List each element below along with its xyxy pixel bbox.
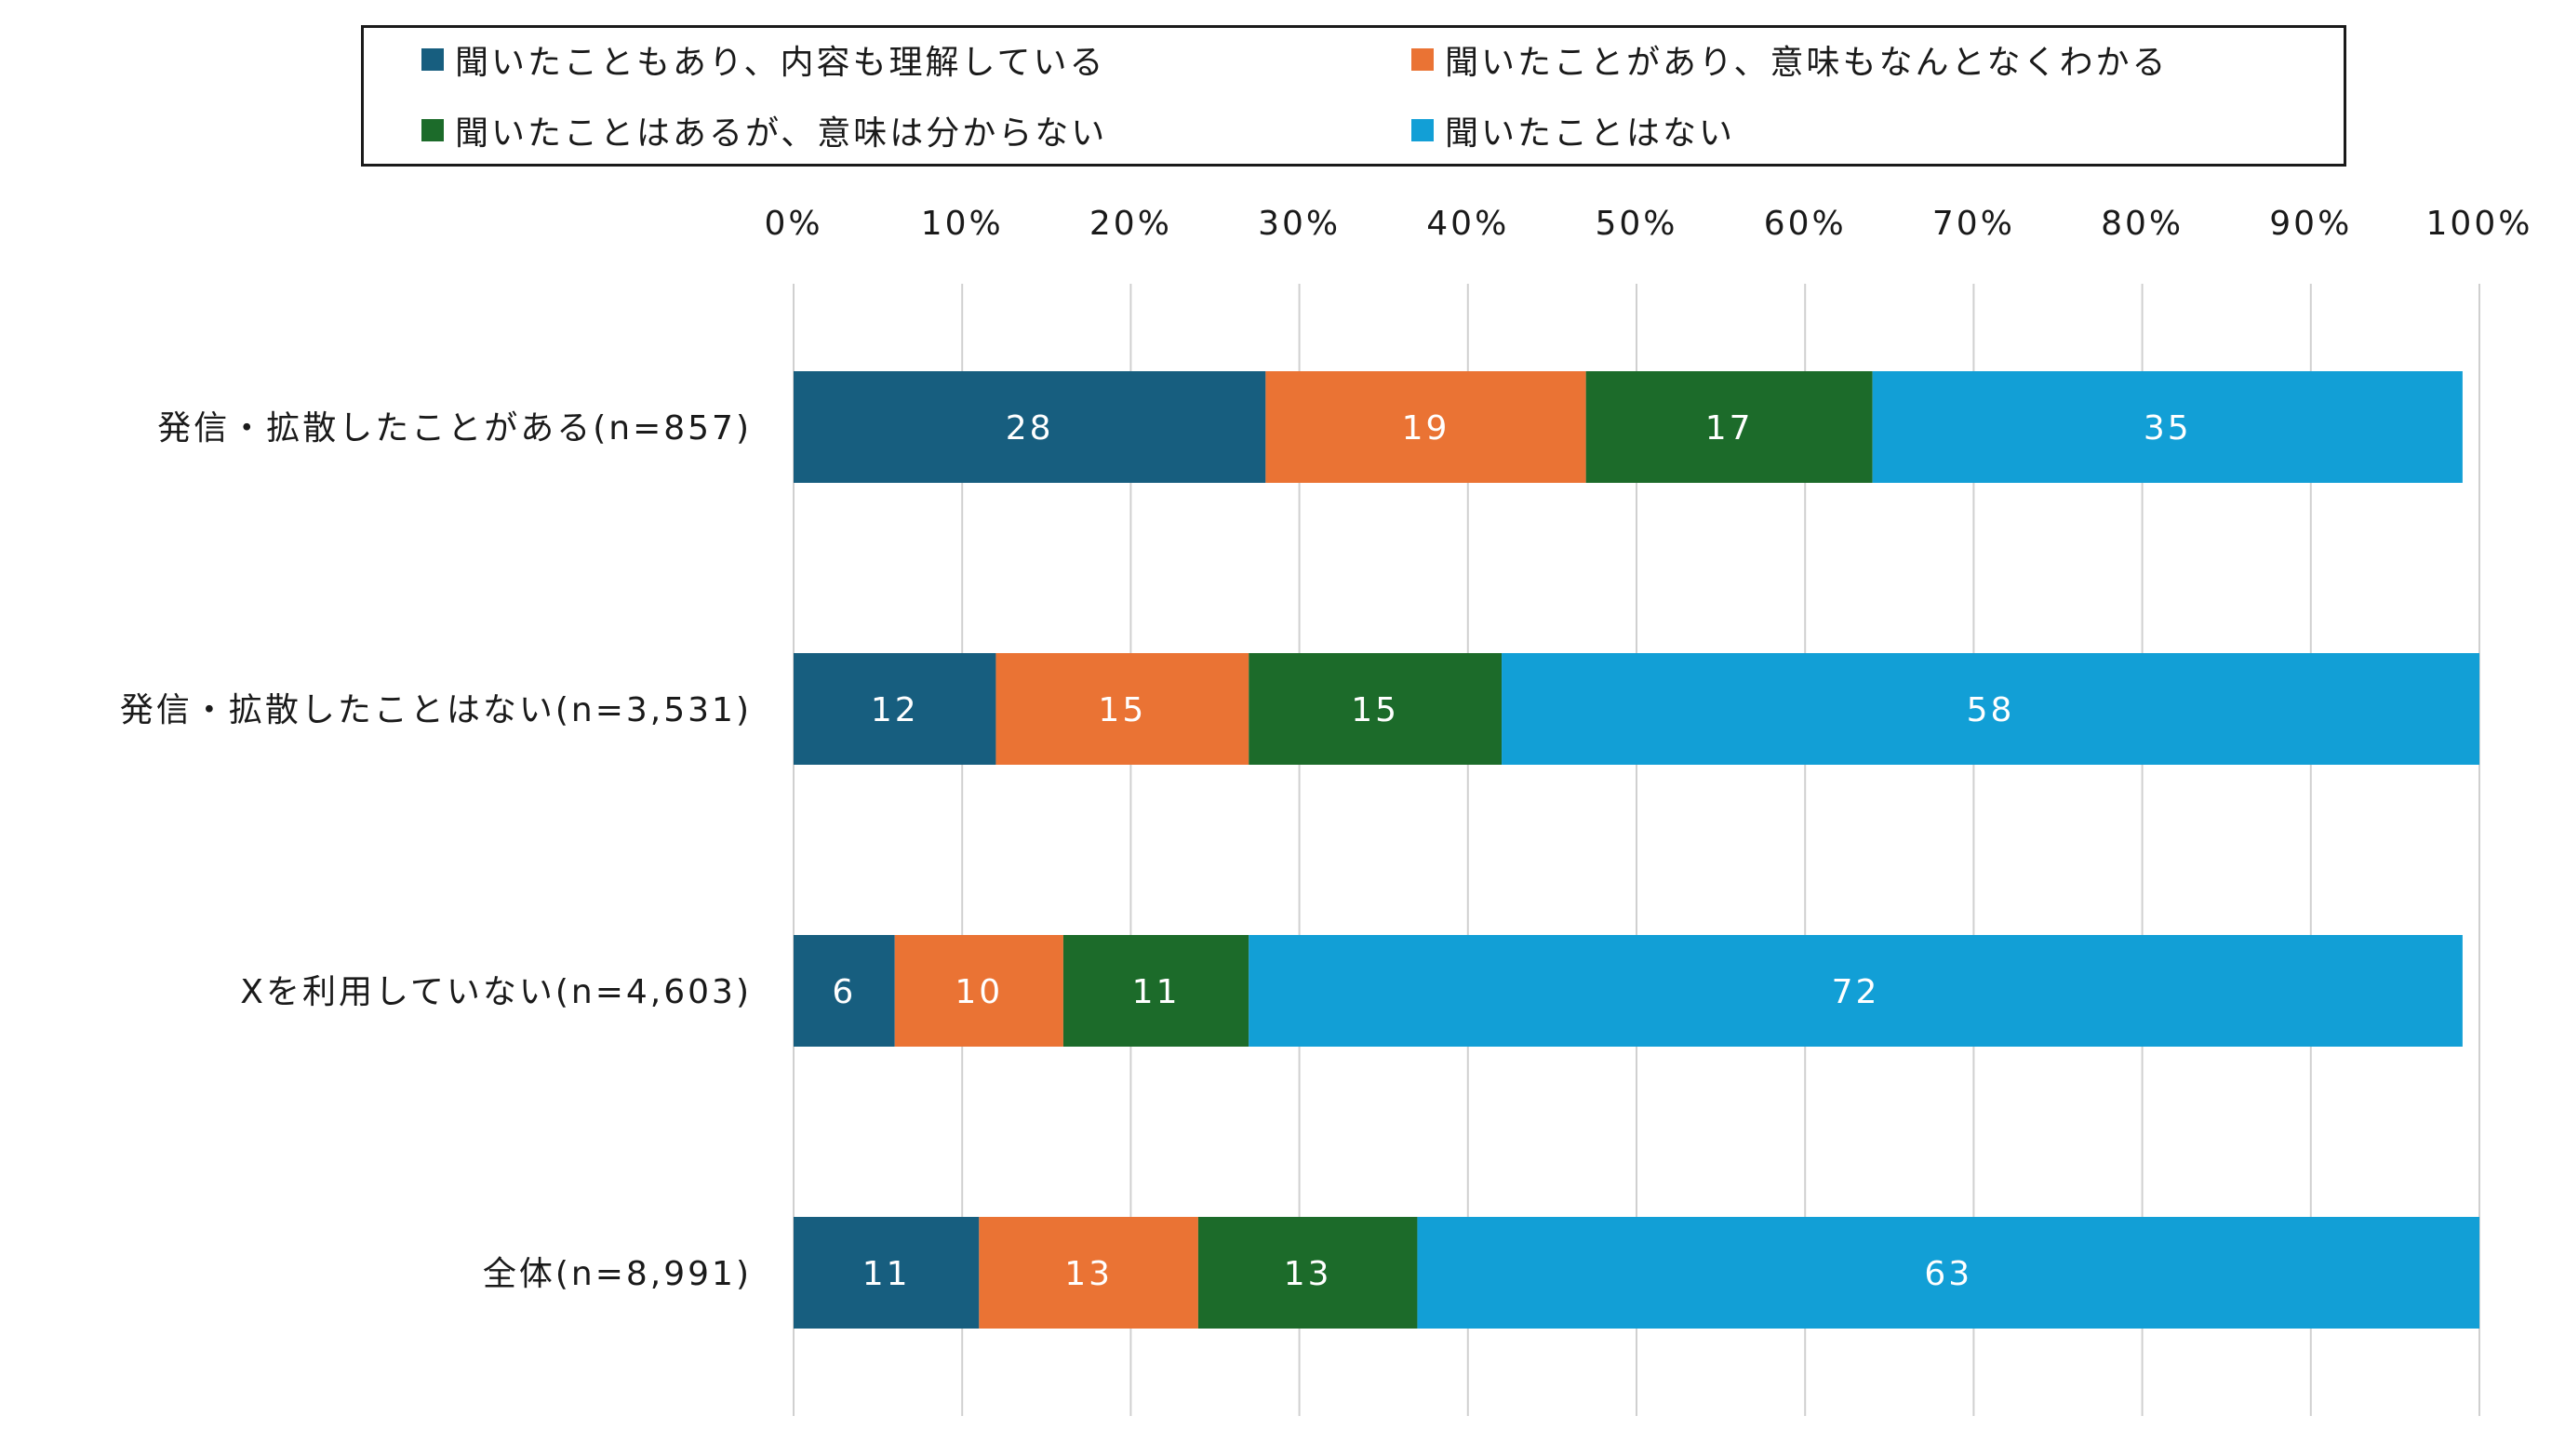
legend-item: 聞いたことはない [1411, 102, 1735, 158]
data-label: 10 [955, 973, 1003, 1011]
bar-segment [1265, 371, 1586, 483]
data-label: 28 [1006, 409, 1054, 447]
data-label: 13 [1064, 1255, 1113, 1293]
data-label: 72 [1832, 973, 1880, 1011]
data-label: 35 [2144, 409, 2192, 447]
x-tick-label: 50% [1595, 205, 1677, 243]
legend-label: 聞いたこともあり、内容も理解している [455, 44, 1106, 82]
data-label: 58 [1967, 691, 2015, 729]
legend-label: 聞いたことはあるが、意味は分からない [455, 114, 1108, 153]
data-label: 15 [1351, 691, 1399, 729]
legend-swatch [421, 48, 444, 71]
data-label: 19 [1402, 409, 1450, 447]
legend-label: 聞いたことがあり、意味もなんとなくわかる [1445, 44, 2169, 82]
legend-item: 聞いたことはあるが、意味は分からない [421, 102, 1107, 158]
bar-segment [1417, 1217, 2479, 1329]
data-label: 15 [1098, 691, 1146, 729]
data-label: 12 [871, 691, 919, 729]
category-label: 発信・拡散したことはない(n=3,531) [120, 691, 752, 729]
data-label: 63 [1924, 1255, 1972, 1293]
bar-segment [1249, 935, 2463, 1047]
bar-segment [1062, 935, 1249, 1047]
legend-item: 聞いたことがあり、意味もなんとなくわかる [1411, 32, 2168, 87]
bar-segment [794, 371, 1266, 483]
legend-swatch [1411, 119, 1434, 141]
x-tick-label: 80% [2101, 205, 2184, 243]
x-tick-label: 60% [1764, 205, 1847, 243]
x-tick-label: 0% [764, 205, 822, 243]
category-label: 全体(n=8,991) [483, 1255, 752, 1293]
bar-segment [1872, 371, 2463, 483]
bar-segment [1585, 371, 1873, 483]
bar-segment [1502, 653, 2479, 765]
data-label: 11 [1132, 973, 1181, 1011]
bar-segment [794, 935, 895, 1047]
data-label: 6 [832, 973, 856, 1011]
category-label: Xを利用していない(n=4,603) [240, 973, 752, 1011]
x-tick-label: 10% [921, 205, 1004, 243]
data-label: 11 [862, 1255, 911, 1293]
legend-label: 聞いたことはない [1445, 114, 1736, 153]
x-tick-label: 20% [1089, 205, 1172, 243]
data-label: 13 [1284, 1255, 1332, 1293]
bar-segment [1197, 1217, 1418, 1329]
category-label: 発信・拡散したことがある(n=857) [157, 409, 752, 447]
data-label: 17 [1705, 409, 1754, 447]
legend-swatch [421, 119, 444, 141]
bar-segment [794, 653, 996, 765]
x-tick-label: 100% [2426, 205, 2533, 243]
x-tick-label: 90% [2269, 205, 2352, 243]
legend-swatch [1411, 48, 1434, 71]
bar-segment [894, 935, 1063, 1047]
legend-item: 聞いたこともあり、内容も理解している [421, 32, 1105, 87]
bar-segment [794, 1217, 980, 1329]
x-tick-label: 70% [1932, 205, 2015, 243]
bar-segment [1249, 653, 1503, 765]
legend: 聞いたこともあり、内容も理解している 聞いたことがあり、意味もなんとなくわかる … [361, 25, 2346, 167]
bar-segment [979, 1217, 1198, 1329]
x-tick-label: 40% [1426, 205, 1509, 243]
bar-segment [995, 653, 1249, 765]
x-tick-label: 30% [1258, 205, 1341, 243]
